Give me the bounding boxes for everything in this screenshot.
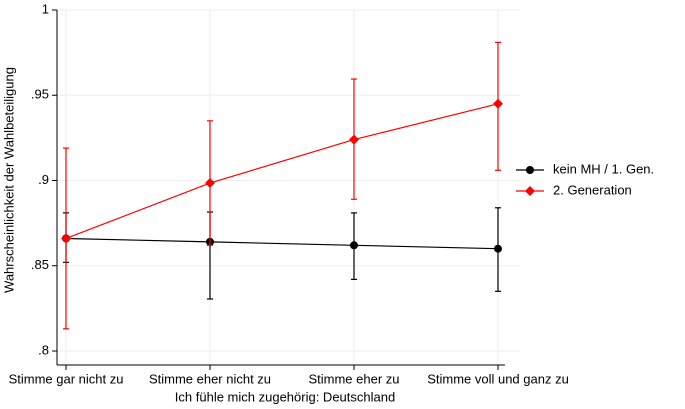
marker [61,233,71,244]
series-line [65,103,499,240]
y-axis-title: Wahrscheinlichkeit der Wahlbeteiligung [1,67,16,293]
marker [205,178,215,189]
legend-marker [525,186,535,196]
y-tick-label: .85 [31,257,49,272]
legend-marker [526,166,534,174]
marker [350,241,358,250]
y-tick-label: .9 [38,172,49,187]
marker [349,134,359,145]
x-axis-title: Ich fühle mich zugehörig: Deutschland [175,389,395,404]
y-tick-label: .95 [31,87,49,102]
legend-label: kein MH / 1. Gen. [553,161,654,176]
legend-label: 2. Generation [553,182,632,197]
x-tick-label: Stimme voll und ganz zu [427,371,569,386]
x-tick-label: Stimme eher zu [308,371,399,386]
x-tick-label: Stimme eher nicht zu [149,371,271,386]
y-tick-label: 1 [42,1,49,16]
marker [494,244,502,253]
marker [493,98,503,109]
series-line [65,237,499,250]
y-tick-label: .8 [38,342,49,357]
x-tick-label: Stimme gar nicht zu [9,371,124,386]
